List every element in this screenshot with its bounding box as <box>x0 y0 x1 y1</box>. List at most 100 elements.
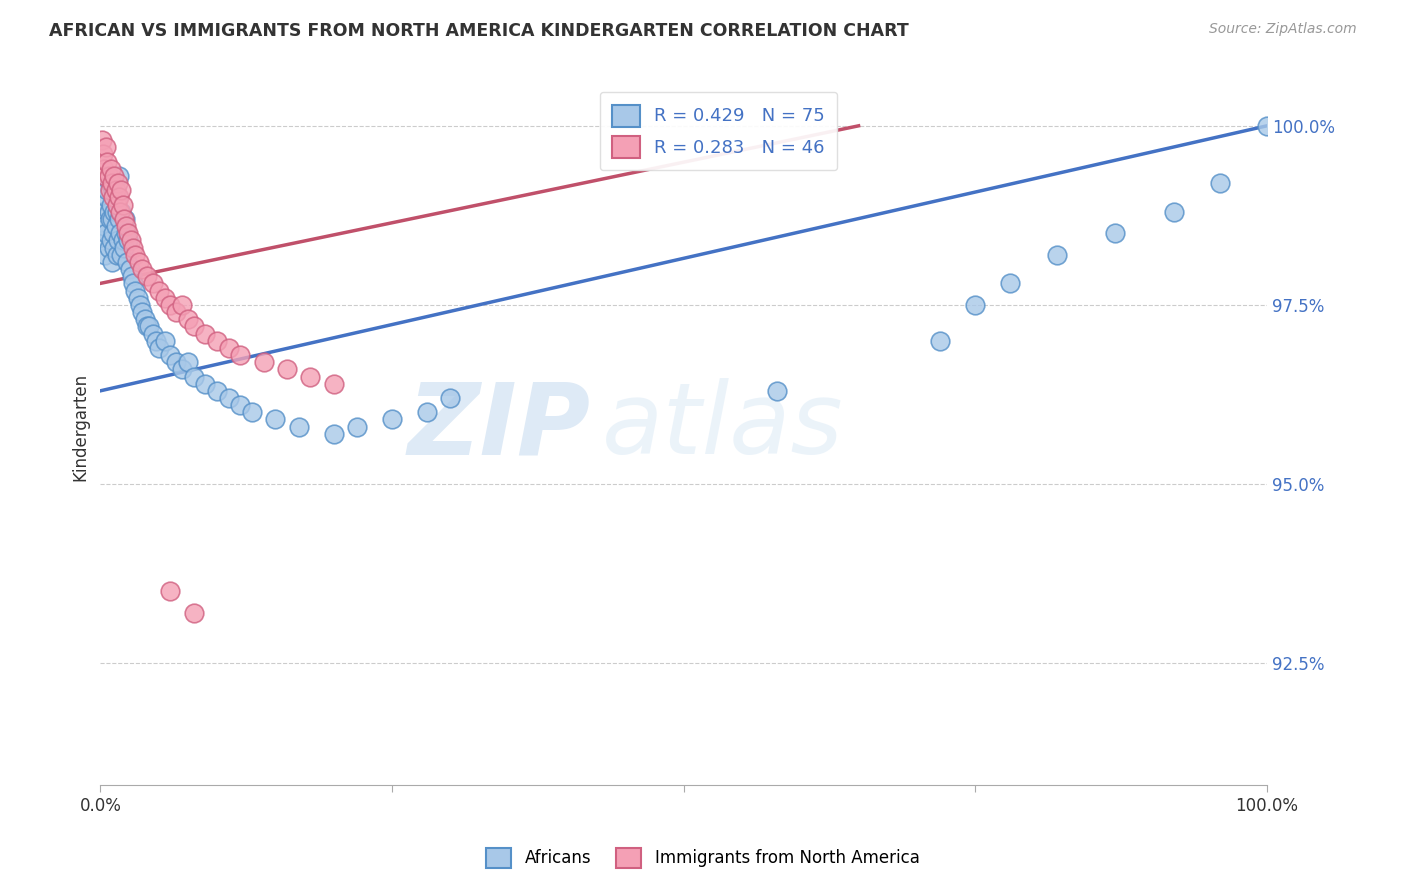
Point <box>929 334 952 348</box>
Point <box>117 234 139 248</box>
Point <box>110 183 132 197</box>
Point <box>93 161 115 176</box>
Point <box>183 606 205 620</box>
Point <box>108 204 131 219</box>
Point <box>100 161 122 176</box>
Point <box>115 255 138 269</box>
Point <box>170 298 193 312</box>
Point <box>98 183 121 197</box>
Point <box>287 419 309 434</box>
Point <box>276 362 298 376</box>
Point <box>148 284 170 298</box>
Point <box>240 405 263 419</box>
Point <box>107 176 129 190</box>
Point <box>124 248 146 262</box>
Point <box>94 169 117 183</box>
Point <box>1163 204 1185 219</box>
Point <box>103 183 125 197</box>
Point <box>100 234 122 248</box>
Point <box>110 204 132 219</box>
Point <box>177 355 200 369</box>
Point <box>100 197 122 211</box>
Point <box>112 241 135 255</box>
Point <box>218 341 240 355</box>
Point <box>97 169 120 183</box>
Point <box>122 241 145 255</box>
Point <box>346 419 368 434</box>
Point <box>218 391 240 405</box>
Point <box>299 369 322 384</box>
Point <box>170 362 193 376</box>
Point <box>96 190 118 204</box>
Point <box>105 248 128 262</box>
Point <box>104 183 127 197</box>
Point <box>98 211 121 226</box>
Point <box>96 226 118 240</box>
Point <box>136 319 159 334</box>
Point <box>165 355 187 369</box>
Point <box>177 312 200 326</box>
Point <box>1104 226 1126 240</box>
Point <box>128 255 150 269</box>
Point <box>111 234 134 248</box>
Point <box>194 376 217 391</box>
Point <box>1209 176 1232 190</box>
Point <box>1256 119 1278 133</box>
Point <box>153 334 176 348</box>
Point <box>205 334 228 348</box>
Point <box>965 298 987 312</box>
Point <box>108 226 131 240</box>
Point <box>253 355 276 369</box>
Point <box>766 384 789 398</box>
Point <box>112 211 135 226</box>
Point <box>94 248 117 262</box>
Point <box>121 269 143 284</box>
Point <box>205 384 228 398</box>
Point <box>108 169 131 183</box>
Point <box>93 219 115 233</box>
Point <box>159 584 181 599</box>
Point <box>129 298 152 312</box>
Point <box>153 291 176 305</box>
Point <box>131 262 153 277</box>
Point <box>159 298 181 312</box>
Point <box>439 391 461 405</box>
Point <box>131 305 153 319</box>
Point <box>229 348 252 362</box>
Legend: R = 0.429   N = 75, R = 0.283   N = 46: R = 0.429 N = 75, R = 0.283 N = 46 <box>600 92 838 170</box>
Point <box>120 234 142 248</box>
Point <box>148 341 170 355</box>
Point <box>134 312 156 326</box>
Point <box>1000 277 1022 291</box>
Point <box>118 262 141 277</box>
Point <box>322 376 344 391</box>
Text: Source: ZipAtlas.com: Source: ZipAtlas.com <box>1209 22 1357 37</box>
Point <box>91 147 114 161</box>
Point <box>114 211 136 226</box>
Point <box>90 133 112 147</box>
Point <box>183 369 205 384</box>
Point <box>103 204 125 219</box>
Point <box>117 226 139 240</box>
Point <box>101 255 124 269</box>
Point <box>136 269 159 284</box>
Point <box>105 204 128 219</box>
Point <box>115 219 138 233</box>
Point <box>122 277 145 291</box>
Point <box>107 190 129 204</box>
Point <box>145 334 167 348</box>
Point <box>322 426 344 441</box>
Point <box>183 319 205 334</box>
Point <box>101 211 124 226</box>
Legend: Africans, Immigrants from North America: Africans, Immigrants from North America <box>479 841 927 875</box>
Point <box>159 348 181 362</box>
Point <box>97 204 120 219</box>
Point <box>104 219 127 233</box>
Point <box>115 226 138 240</box>
Point <box>108 190 131 204</box>
Point <box>96 183 118 197</box>
Point <box>124 284 146 298</box>
Point <box>98 176 121 190</box>
Point <box>110 248 132 262</box>
Point <box>91 234 114 248</box>
